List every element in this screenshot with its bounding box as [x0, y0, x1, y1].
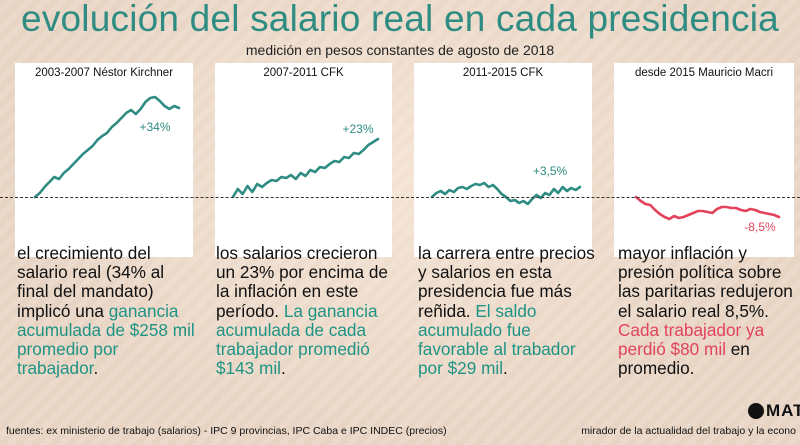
- chart-svg: -8,5%: [634, 195, 781, 234]
- panel-text-accent: ganancia acumulada de $258 mil promedio …: [17, 300, 195, 379]
- panel-text-tail: .: [280, 358, 286, 379]
- footer-sources: fuentes: ex ministerio de trabajo (salar…: [6, 425, 447, 437]
- panel-text-tail: .: [503, 358, 508, 379]
- footer-brand: mirador de la actualidad del trabajo y l…: [581, 425, 796, 437]
- change-annotation: -8,5%: [744, 220, 776, 234]
- panel-text-plain: mayor inflación y presión política sobre…: [618, 243, 793, 321]
- chart-panel-cfk-1: 2007-2011 CFK +23%: [215, 63, 392, 257]
- panel-text-accent: El saldo acumulado fue favorable al trab…: [418, 300, 576, 379]
- panel-text-plain: la carrera entre precios y salarios en e…: [418, 243, 595, 321]
- chart-svg: +34%: [33, 95, 181, 199]
- change-annotation: +34%: [139, 120, 170, 134]
- panel-text-plain: el crecimiento del salario real (34% al …: [17, 243, 165, 321]
- chart-svg: +3,5%: [430, 164, 582, 206]
- brand-logo: MAT: [748, 399, 800, 421]
- panel-text-cfk-1: los salarios crecieron un 23% por encima…: [216, 243, 396, 379]
- chart-panel-macri: desde 2015 Mauricio Macri -8,5%: [614, 63, 794, 257]
- series-line: [231, 137, 380, 199]
- panel-text-tail: .: [93, 358, 99, 379]
- chart-title: 2003-2007 Néstor Kirchner: [34, 67, 174, 79]
- series-line: [430, 181, 582, 206]
- panel-text-accent: La ganancia acumulada de cada trabajador…: [216, 300, 378, 379]
- chart-panel-kirchner: 2003-2007 Néstor Kirchner +34%: [15, 63, 193, 257]
- chart-svg: +23%: [231, 122, 380, 199]
- chart-title: desde 2015 Mauricio Macri: [634, 67, 774, 79]
- chart-title: 2011-2015 CFK: [462, 67, 544, 79]
- series-line: [33, 95, 181, 199]
- page-subtitle: medición en pesos constantes de agosto d…: [245, 42, 555, 58]
- panel-text-cfk-2: la carrera entre precios y salarios en e…: [418, 243, 596, 379]
- chart-panel-cfk-2: 2011-2015 CFK +3,5%: [414, 63, 592, 257]
- series-line: [634, 195, 781, 221]
- logo-text: MAT: [766, 401, 800, 420]
- panel-text-accent: Cada trabajador ya perdió $80 mil: [618, 319, 765, 360]
- change-annotation: +3,5%: [533, 164, 568, 178]
- panel-text-macri: mayor inflación y presión política sobre…: [618, 243, 800, 379]
- logo-dot-icon: [748, 403, 764, 419]
- change-annotation: +23%: [342, 122, 373, 136]
- page-title: evolución del salario real en cada presi…: [21, 0, 779, 39]
- chart-title: 2007-2011 CFK: [263, 67, 344, 79]
- baseline-dashed-line: [0, 197, 800, 198]
- panel-text-kirchner: el crecimiento del salario real (34% al …: [17, 243, 197, 379]
- panel-text-tail: en promedio.: [618, 339, 750, 379]
- panel-text-plain: los salarios crecieron un 23% por encima…: [216, 243, 388, 321]
